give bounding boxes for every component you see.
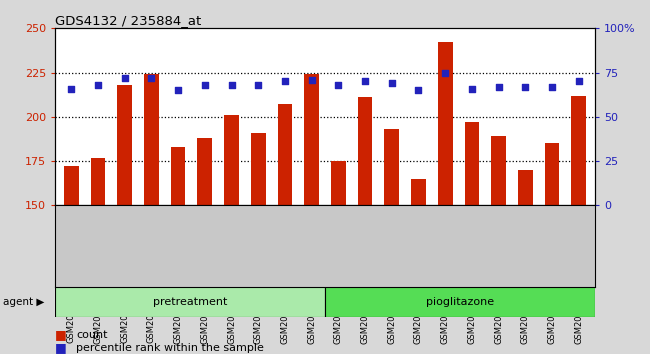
Text: pioglitazone: pioglitazone (426, 297, 494, 307)
Point (440, 70, 450, 75)
Point (120, 75, 130, 81)
Text: agent ▶: agent ▶ (3, 297, 45, 307)
Text: ■: ■ (55, 341, 67, 354)
Bar (118, 85, 132, 205)
Point (520, 84, 530, 90)
Point (146, 75, 157, 81)
Point (573, 79, 584, 84)
Point (253, 82, 263, 88)
Bar (571, 96, 586, 205)
Point (280, 79, 290, 84)
Point (493, 84, 504, 90)
Bar (325, 287, 595, 317)
Point (66, 86, 77, 91)
Point (547, 84, 557, 90)
Point (93, 82, 103, 88)
Bar (55, 287, 325, 317)
Text: percentile rank within the sample: percentile rank within the sample (76, 343, 264, 353)
Point (226, 82, 237, 88)
Bar (278, 104, 292, 205)
Point (333, 82, 344, 88)
Bar (224, 115, 239, 205)
Bar (304, 74, 319, 205)
Point (360, 79, 370, 84)
Text: ■: ■ (55, 328, 67, 341)
Bar (384, 129, 399, 205)
Point (306, 77, 317, 82)
Point (413, 87, 424, 93)
Point (173, 87, 183, 93)
Bar (90, 158, 105, 205)
Bar (465, 122, 479, 205)
Bar (198, 138, 212, 205)
Point (467, 86, 477, 91)
Point (387, 80, 397, 86)
Bar (545, 143, 560, 205)
Bar (491, 136, 506, 205)
Point (200, 82, 210, 88)
Bar (438, 42, 452, 205)
Bar (251, 133, 266, 205)
Bar (331, 161, 346, 205)
Bar (518, 170, 532, 205)
Text: count: count (76, 330, 107, 339)
Text: pretreatment: pretreatment (153, 297, 228, 307)
Bar (171, 147, 185, 205)
Bar (411, 179, 426, 205)
Bar (358, 97, 372, 205)
Text: GDS4132 / 235884_at: GDS4132 / 235884_at (55, 14, 201, 27)
Bar (64, 166, 79, 205)
Bar (144, 74, 159, 205)
